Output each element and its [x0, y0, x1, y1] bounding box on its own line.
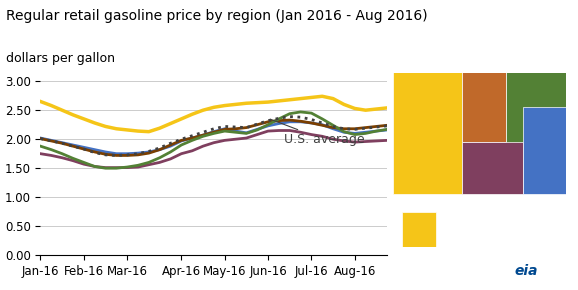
Polygon shape: [462, 142, 523, 194]
Text: U.S. average: U.S. average: [271, 119, 365, 146]
Text: dollars per gallon: dollars per gallon: [6, 52, 115, 65]
Polygon shape: [393, 72, 462, 194]
Polygon shape: [462, 72, 506, 142]
Polygon shape: [402, 212, 436, 246]
Text: Regular retail gasoline price by region (Jan 2016 - Aug 2016): Regular retail gasoline price by region …: [6, 9, 427, 23]
Polygon shape: [523, 107, 566, 194]
Text: eia: eia: [514, 264, 538, 278]
Polygon shape: [506, 72, 566, 160]
